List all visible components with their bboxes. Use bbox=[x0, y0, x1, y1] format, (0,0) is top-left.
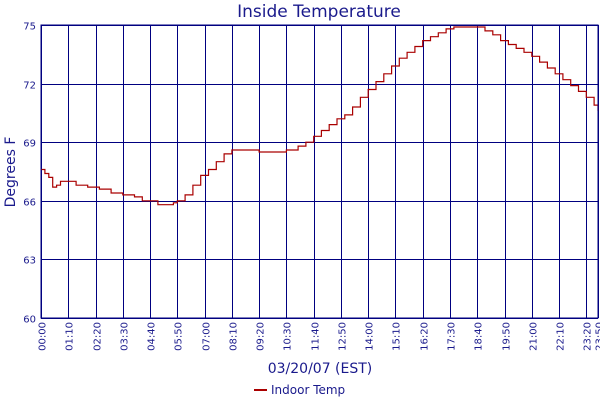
x-tick-label: 02:20 bbox=[93, 322, 104, 351]
y-axis-label: Degrees F bbox=[3, 137, 19, 208]
x-tick-label: 03:30 bbox=[120, 322, 131, 351]
x-tick-label: 09:20 bbox=[256, 322, 267, 351]
x-tick-label: 11:40 bbox=[311, 322, 322, 351]
x-tick-label: 07:00 bbox=[202, 322, 213, 351]
x-tick-labels: 00:00 01:10 02:20 03:30 04:40 05:50 07:00 08:10… bbox=[38, 322, 600, 351]
chart-title: Inside Temperature bbox=[237, 2, 401, 22]
x-tick-label: 05:50 bbox=[174, 322, 185, 351]
x-tick-label: 23:50 bbox=[595, 322, 600, 351]
x-tick-label: 01:10 bbox=[65, 322, 76, 351]
x-tick-label: 12:50 bbox=[338, 322, 349, 351]
y-tick-label: 60 bbox=[23, 315, 36, 326]
legend: Indoor Temp bbox=[254, 383, 345, 397]
x-tick-label: 23:20 bbox=[583, 322, 594, 351]
x-tick-label: 22:10 bbox=[556, 322, 567, 351]
x-tick-label: 00:00 bbox=[38, 322, 49, 351]
x-tick-label: 21:00 bbox=[529, 322, 540, 351]
x-tick-label: 18:40 bbox=[474, 322, 485, 351]
y-tick-label: 66 bbox=[23, 198, 36, 209]
x-tick-label: 08:10 bbox=[229, 322, 240, 351]
series-line-indoor-temp bbox=[41, 26, 599, 206]
y-tick-label: 72 bbox=[23, 81, 36, 92]
x-tick-label: 10:30 bbox=[283, 322, 294, 351]
x-axis-label: 03/20/07 (EST) bbox=[268, 361, 373, 377]
series-layer bbox=[41, 26, 599, 206]
plot-frame bbox=[40, 24, 599, 319]
x-tick-label: 17:30 bbox=[447, 322, 458, 351]
x-tick-label: 16:20 bbox=[420, 322, 431, 351]
y-tick-label: 63 bbox=[23, 256, 36, 267]
y-tick-labels: 60 63 66 69 72 75 bbox=[23, 22, 36, 326]
x-tick-label: 04:40 bbox=[147, 322, 158, 351]
y-tick-label: 75 bbox=[23, 22, 36, 33]
x-tick-label: 14:00 bbox=[365, 322, 376, 351]
x-tick-label: 15:10 bbox=[392, 322, 403, 351]
grid bbox=[41, 25, 599, 319]
x-tick-label: 19:50 bbox=[502, 322, 513, 351]
y-tick-label: 69 bbox=[23, 139, 36, 150]
legend-label: Indoor Temp bbox=[271, 383, 345, 397]
